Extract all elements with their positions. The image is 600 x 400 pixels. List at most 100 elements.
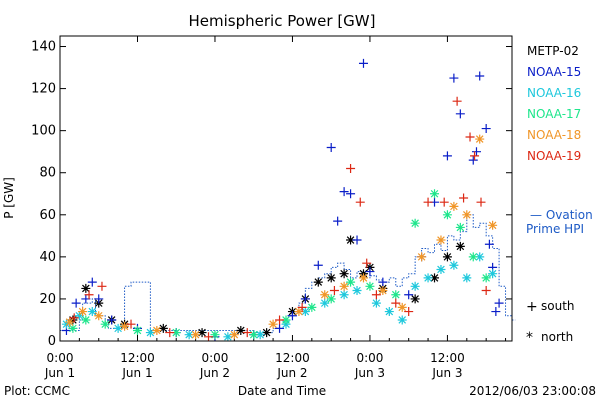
data-point — [449, 201, 459, 211]
x-tick-label-time: 0:00 — [356, 351, 383, 365]
data-point — [449, 260, 459, 270]
marker-legend-label-south: south — [541, 299, 575, 313]
data-point — [262, 328, 272, 338]
data-point — [287, 311, 297, 321]
data-point — [442, 210, 452, 220]
data-point — [423, 273, 433, 283]
legend-noaa-19: NOAA-19 — [527, 149, 581, 163]
series-metp-02 — [68, 235, 465, 338]
data-point — [481, 273, 491, 283]
chart-title: Hemispheric Power [GW] — [189, 12, 376, 30]
data-point — [430, 273, 440, 283]
data-point — [436, 235, 446, 245]
x-tick-label-time: 0:00 — [47, 351, 74, 365]
y-tick-label: 80 — [39, 166, 56, 181]
data-point — [494, 298, 504, 308]
data-point — [107, 315, 117, 325]
data-point — [320, 298, 330, 308]
data-point — [470, 151, 480, 161]
data-point — [475, 252, 485, 262]
x-tick-label-time: 12:00 — [120, 351, 155, 365]
data-point — [339, 187, 349, 197]
data-point — [410, 294, 420, 304]
x-tick-label-date: Jun 2 — [276, 366, 307, 380]
data-point — [326, 142, 336, 152]
data-point — [339, 281, 349, 291]
data-point — [87, 307, 97, 317]
data-point — [281, 315, 291, 325]
data-point — [436, 264, 446, 274]
data-point — [94, 294, 104, 304]
data-point — [391, 290, 401, 300]
data-point — [455, 222, 465, 232]
x-tick-label-time: 0:00 — [201, 351, 228, 365]
data-point — [184, 330, 194, 340]
x-tick-label-date: Jun 1 — [44, 366, 75, 380]
data-point — [462, 210, 472, 220]
y-tick-label: 100 — [31, 124, 56, 139]
data-point — [100, 319, 110, 329]
data-point — [68, 323, 78, 333]
legend-noaa-16: NOAA-16 — [527, 86, 581, 100]
series-noaa-17 — [68, 189, 491, 340]
data-point — [404, 307, 414, 317]
data-point — [468, 155, 478, 165]
ovation-legend-label-line2: Prime HPI — [526, 222, 584, 236]
data-point — [71, 298, 81, 308]
data-point — [74, 311, 84, 321]
data-point — [439, 197, 449, 207]
data-point — [404, 290, 414, 300]
data-point — [275, 315, 285, 325]
data-point — [468, 252, 478, 262]
data-point — [81, 283, 91, 293]
data-point — [465, 132, 475, 142]
y-tick-label: 120 — [31, 82, 56, 97]
marker-legend-symbol: + — [526, 299, 538, 315]
y-tick-label: 140 — [31, 40, 56, 55]
plot-frame — [59, 35, 513, 342]
x-tick-label-date: Jun 3 — [431, 366, 462, 380]
data-point — [223, 332, 233, 342]
y-tick-label: 0 — [48, 334, 56, 349]
data-point — [475, 134, 485, 144]
series-noaa-19 — [69, 96, 491, 342]
data-point — [242, 328, 252, 338]
y-tick-label: 20 — [39, 292, 56, 307]
data-point — [87, 277, 97, 287]
data-point — [430, 189, 440, 199]
data-point — [346, 235, 356, 245]
data-point — [300, 294, 310, 304]
y-tick-label: 40 — [39, 250, 56, 265]
ovation-legend-label-line1: — Ovation — [530, 208, 593, 222]
data-points — [61, 58, 504, 342]
data-point — [333, 216, 343, 226]
data-point — [165, 328, 175, 338]
series-noaa-16 — [61, 252, 498, 342]
data-point — [255, 330, 265, 340]
data-point — [326, 273, 336, 283]
data-point — [97, 281, 107, 291]
marker-legend-label-north: north — [541, 330, 573, 344]
series-noaa-15 — [61, 58, 504, 342]
data-point — [481, 286, 491, 296]
data-point — [378, 277, 388, 287]
data-point — [339, 269, 349, 279]
data-point — [384, 307, 394, 317]
data-point — [459, 193, 469, 203]
data-point — [275, 323, 285, 333]
data-point — [346, 164, 356, 174]
data-point — [378, 286, 388, 296]
data-point — [65, 317, 75, 327]
data-point — [423, 197, 433, 207]
data-point — [476, 197, 486, 207]
data-point — [120, 321, 130, 331]
data-point — [294, 307, 304, 317]
data-point — [455, 241, 465, 251]
data-point — [297, 302, 307, 312]
data-point — [126, 319, 136, 329]
legend-metp-02: METP-02 — [527, 44, 579, 58]
x-tick-label-time: 12:00 — [430, 351, 465, 365]
data-point — [442, 151, 452, 161]
marker-legend: + south * north — [526, 299, 575, 346]
data-point — [371, 298, 381, 308]
